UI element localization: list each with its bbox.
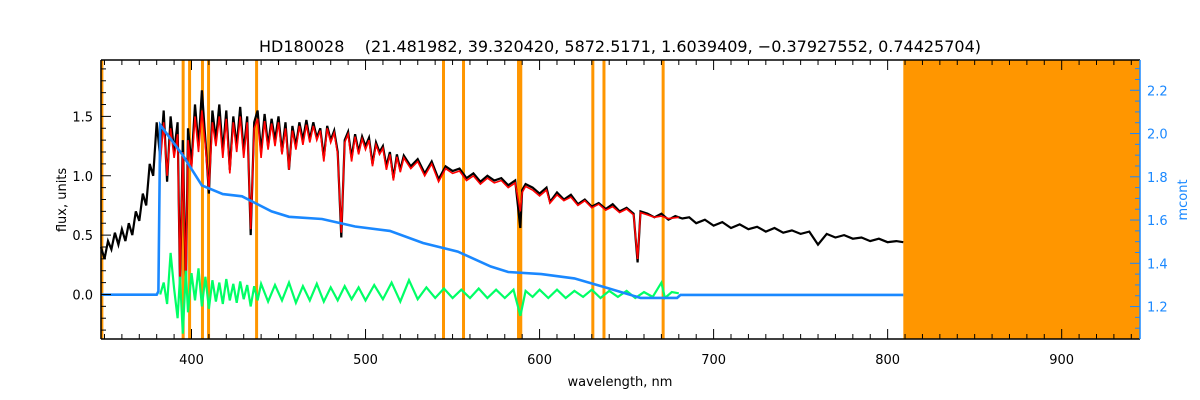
y-tick-label: 0.0 xyxy=(72,288,93,303)
masked-line xyxy=(255,60,259,339)
series-layer xyxy=(99,90,904,334)
masked-regions xyxy=(100,60,1140,339)
mcont-line xyxy=(101,121,904,300)
x-tick-label: 500 xyxy=(353,353,378,368)
masked-line xyxy=(462,60,466,339)
masked-line xyxy=(188,60,192,339)
y2-tick-label: 1.2 xyxy=(1147,301,1168,316)
masked-line xyxy=(207,60,211,339)
x-tick-label: 700 xyxy=(701,353,726,368)
y2-tick-label: 1.4 xyxy=(1147,257,1168,272)
masked-line xyxy=(200,60,204,339)
x-tick-label: 600 xyxy=(527,353,552,368)
y2-tick-label: 2.0 xyxy=(1147,128,1168,143)
masked-band xyxy=(903,60,1140,339)
masked-line xyxy=(442,60,446,339)
x-axis-label: wavelength, nm xyxy=(568,375,673,390)
residual-line xyxy=(159,252,679,334)
x-tick-label: 900 xyxy=(1049,353,1074,368)
x-tick-label: 800 xyxy=(875,353,900,368)
y2-tick-label: 1.6 xyxy=(1147,214,1168,229)
y-axis-label: flux, units xyxy=(55,168,70,233)
observed-flux-line xyxy=(99,90,904,289)
y-tick-label: 1.0 xyxy=(72,170,93,185)
chart-title: HD180028 (21.481982, 39.320420, 5872.517… xyxy=(259,37,981,56)
model-flux-line xyxy=(159,110,679,286)
x-tick-label: 400 xyxy=(179,353,204,368)
y-tick-label: 1.5 xyxy=(72,110,93,125)
masked-line xyxy=(661,60,665,339)
y2-tick-label: 1.8 xyxy=(1147,171,1168,186)
y2-axis-label: mcont xyxy=(1176,179,1191,220)
y-tick-label: 0.5 xyxy=(72,229,93,244)
masked-line xyxy=(591,60,595,339)
y2-tick-label: 2.2 xyxy=(1147,84,1168,99)
masked-line xyxy=(602,60,606,339)
axes: 400 500 600 700 800 900 0.0 0.5 1.0 1.5 1.2 1.4 1.6 1… xyxy=(72,59,1168,368)
